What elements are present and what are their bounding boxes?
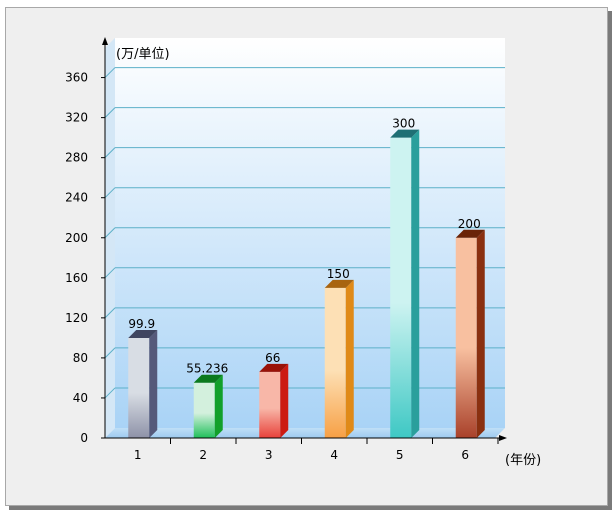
y-tick-label: 80	[73, 351, 88, 365]
bar-2	[193, 374, 223, 438]
y-tick-label: 200	[65, 231, 88, 245]
x-tick-labels: 1 2 3 4 5 6	[134, 438, 499, 462]
data-label: 99.9	[128, 317, 155, 331]
y-tick-label: 0	[80, 431, 88, 445]
y-tick-label: 40	[73, 391, 88, 405]
bar-front	[193, 382, 215, 438]
x-tick-label: 5	[396, 448, 404, 462]
data-label: 200	[458, 217, 481, 231]
gridline-diag	[104, 387, 116, 399]
data-label: 55.236	[186, 362, 228, 376]
x-tick-label: 1	[134, 448, 142, 462]
gridline-diag	[104, 347, 116, 359]
bar-side	[476, 229, 485, 438]
bar-front	[128, 337, 150, 438]
y-tick-label: 280	[65, 151, 88, 165]
bar-top	[259, 363, 289, 372]
bar-1	[128, 329, 158, 438]
gridline-diag	[104, 267, 116, 279]
bar-front	[455, 237, 477, 438]
bar-top	[324, 279, 354, 288]
bar-front	[324, 287, 346, 438]
x-tick-label: 2	[199, 448, 207, 462]
x-tick-label: 4	[330, 448, 338, 462]
bar-top	[193, 374, 223, 383]
plot-background	[105, 38, 505, 438]
gridlines	[104, 67, 505, 399]
gridline-diag	[104, 107, 116, 118]
x-axis-unit-label: (年份)	[505, 453, 541, 468]
y-axis-arrow	[102, 37, 108, 45]
data-label: 150	[327, 267, 350, 281]
x-axis-arrow	[499, 435, 507, 441]
x-tick-label: 6	[461, 448, 469, 462]
y-tick-label: 160	[65, 271, 88, 285]
data-label: 66	[265, 351, 280, 365]
gridline-diag	[104, 187, 116, 199]
y-tick-label: 120	[65, 311, 88, 325]
bar-side	[345, 279, 354, 438]
data-labels: 99.9 55.236 66 150 300 200	[128, 117, 480, 376]
bars	[128, 129, 485, 438]
bar-4	[324, 279, 354, 438]
gridline-diag	[104, 227, 116, 239]
gridline-diag	[104, 307, 116, 319]
bar-6	[455, 229, 485, 438]
bar-top	[390, 129, 420, 138]
x-tick-label: 3	[265, 448, 273, 462]
y-tick-label: 320	[65, 111, 88, 125]
bar-side	[280, 363, 289, 438]
bar-5	[390, 129, 420, 438]
bar-side	[149, 329, 158, 438]
y-tick-label: 360	[65, 71, 88, 85]
bar-top	[128, 329, 158, 338]
y-tick-label: 240	[65, 191, 88, 205]
y-tick-labels: 0 40 80 120 160 200 240 280 320 360	[65, 71, 105, 445]
bar-front	[390, 137, 412, 438]
bar-side	[411, 129, 420, 438]
bar-front	[259, 371, 281, 438]
bar-top	[455, 229, 485, 238]
bar-side	[214, 374, 223, 438]
data-label: 300	[392, 117, 415, 131]
bar-3	[259, 363, 289, 438]
gridline-diag	[104, 147, 116, 159]
gridline-diag	[104, 67, 116, 78]
y-axis-unit-label: (万/单位)	[116, 47, 170, 62]
